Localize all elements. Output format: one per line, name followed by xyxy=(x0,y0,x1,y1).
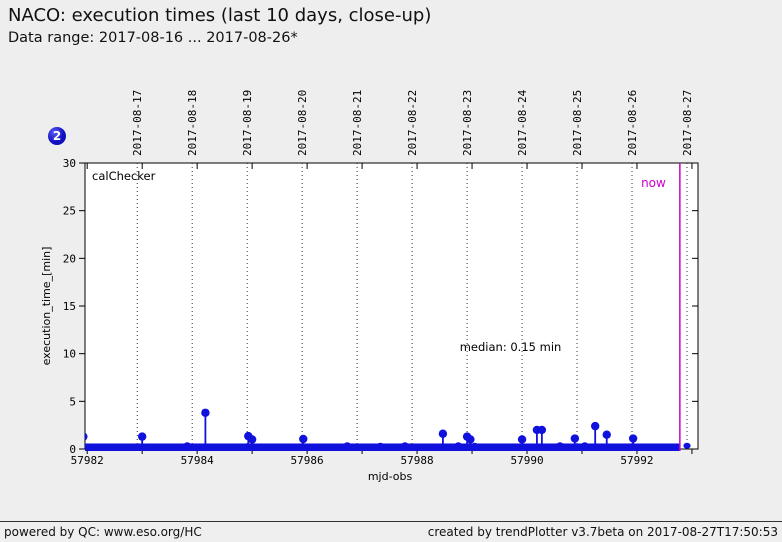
x-axis-title: mjd-obs xyxy=(368,470,413,483)
top-axis-date-label: 2017-08-27 xyxy=(681,90,694,156)
top-axis-date-label: 2017-08-19 xyxy=(241,90,254,156)
y-tick-label: 0 xyxy=(69,443,76,456)
x-tick-label: 57982 xyxy=(71,454,104,467)
data-point xyxy=(137,432,147,441)
top-axis-date-label: 2017-08-25 xyxy=(571,90,584,156)
data-point-bump xyxy=(683,442,691,449)
data-point xyxy=(201,408,210,417)
top-axis-date-label: 2017-08-22 xyxy=(406,90,419,156)
data-point xyxy=(628,434,638,443)
data-point-bump xyxy=(454,442,462,449)
data-point xyxy=(602,430,611,439)
top-axis-date-label: 2017-08-20 xyxy=(296,90,309,156)
top-axis-date-label: 2017-08-23 xyxy=(461,90,474,156)
now-label: now xyxy=(641,176,666,190)
data-point-bump xyxy=(183,442,191,449)
data-point xyxy=(438,429,448,438)
top-axis-date-label: 2017-08-17 xyxy=(131,90,144,156)
y-tick-label: 10 xyxy=(63,348,76,361)
data-point-bump xyxy=(556,442,564,449)
y-tick-label: 5 xyxy=(69,395,76,408)
top-axis-date-label: 2017-08-26 xyxy=(626,90,639,156)
page-header: NACO: execution times (last 10 days, clo… xyxy=(8,4,431,48)
plot-area xyxy=(84,162,699,450)
x-tick-label: 57992 xyxy=(620,454,653,467)
data-range-subtitle: Data range: 2017-08-16 ... 2017-08-26* xyxy=(8,30,298,46)
data-point xyxy=(537,425,547,435)
data-point xyxy=(247,435,257,444)
footer-created-by: created by trendPlotter v3.7beta on 2017… xyxy=(427,525,778,539)
data-point xyxy=(85,432,88,441)
page-title: NACO: execution times (last 10 days, clo… xyxy=(8,5,432,26)
top-axis-date-label: 2017-08-21 xyxy=(351,90,364,156)
y-tick-label: 20 xyxy=(63,252,76,265)
footer-bar: powered by QC: www.eso.org/HC created by… xyxy=(0,521,782,542)
data-series xyxy=(85,408,691,451)
data-point-bump xyxy=(401,442,409,449)
y-axis-title: execution_time_[min] xyxy=(40,247,53,366)
x-tick-label: 57986 xyxy=(291,454,324,467)
x-tick-label: 57990 xyxy=(510,454,543,467)
y-tick-label: 15 xyxy=(63,300,76,313)
data-point-bump xyxy=(376,442,384,449)
x-tick-label: 57984 xyxy=(181,454,214,467)
y-tick-label: 30 xyxy=(63,157,76,170)
top-axis-date-label: 2017-08-18 xyxy=(186,90,199,156)
data-point xyxy=(299,434,308,444)
data-point-bump xyxy=(471,442,479,449)
data-point-bump xyxy=(581,442,589,449)
footer-powered-by-link[interactable]: powered by QC: www.eso.org/HC xyxy=(4,525,202,539)
data-point xyxy=(570,434,580,443)
plot-label: calChecker xyxy=(92,169,156,183)
median-annotation: median: 0.15 min xyxy=(460,340,562,354)
data-point-bump xyxy=(343,442,351,449)
data-point xyxy=(590,421,600,431)
x-tick-label: 57988 xyxy=(401,454,434,467)
top-axis-date-label: 2017-08-24 xyxy=(516,89,529,156)
report-number-badge[interactable]: 2 xyxy=(48,127,66,145)
data-point xyxy=(466,435,475,444)
y-tick-label: 25 xyxy=(63,205,76,218)
data-point xyxy=(517,435,527,444)
